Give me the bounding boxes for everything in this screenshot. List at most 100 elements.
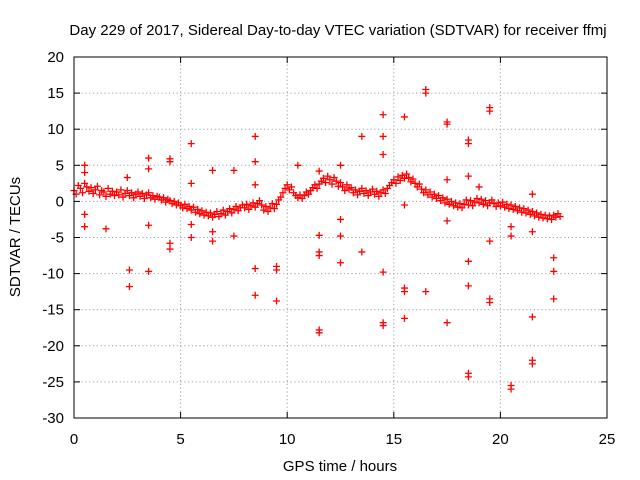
data-point bbox=[213, 208, 221, 216]
y-tick-label: -15 bbox=[42, 302, 64, 319]
data-point bbox=[443, 195, 451, 203]
data-point bbox=[123, 174, 131, 182]
data-point bbox=[548, 215, 556, 223]
y-tick-label: 10 bbox=[47, 121, 64, 138]
data-point bbox=[300, 192, 308, 200]
data-point bbox=[379, 268, 387, 276]
data-point bbox=[473, 195, 481, 203]
data-point bbox=[294, 161, 302, 169]
data-point bbox=[343, 181, 351, 189]
data-point bbox=[145, 165, 153, 173]
data-point bbox=[464, 282, 472, 290]
x-tick-label: 20 bbox=[492, 431, 509, 448]
data-point bbox=[287, 183, 295, 191]
data-point bbox=[273, 262, 281, 270]
data-point bbox=[403, 170, 411, 178]
data-point bbox=[251, 181, 259, 189]
data-point bbox=[496, 202, 504, 210]
data-point bbox=[422, 288, 430, 296]
data-point bbox=[330, 174, 338, 182]
data-point bbox=[149, 192, 157, 200]
y-tick-label: 15 bbox=[47, 85, 64, 102]
data-point bbox=[358, 184, 366, 192]
data-point bbox=[518, 208, 526, 216]
data-point bbox=[324, 172, 332, 180]
data-point bbox=[123, 187, 131, 195]
data-point bbox=[550, 267, 558, 275]
data-point bbox=[541, 211, 549, 219]
data-point bbox=[87, 184, 95, 192]
data-point bbox=[281, 184, 289, 192]
data-point bbox=[347, 184, 355, 192]
data-point bbox=[85, 187, 93, 195]
data-point bbox=[467, 197, 475, 205]
data-point bbox=[217, 210, 225, 218]
data-point bbox=[134, 188, 142, 196]
x-tick-label: 10 bbox=[279, 431, 296, 448]
data-point bbox=[319, 174, 327, 182]
data-point bbox=[251, 265, 259, 273]
y-tick-label: -5 bbox=[51, 230, 64, 247]
data-point bbox=[243, 200, 251, 208]
data-point bbox=[464, 140, 472, 148]
y-tick-label: -10 bbox=[42, 266, 64, 283]
data-point bbox=[379, 111, 387, 119]
y-tick-label: -20 bbox=[42, 338, 64, 355]
data-point bbox=[187, 234, 195, 241]
data-point bbox=[426, 188, 434, 196]
data-point bbox=[145, 189, 153, 197]
x-tick-label: 0 bbox=[70, 431, 78, 448]
data-point bbox=[520, 205, 528, 213]
data-point bbox=[96, 191, 104, 199]
data-point bbox=[296, 191, 304, 199]
data-point bbox=[379, 186, 387, 194]
data-point bbox=[556, 213, 564, 221]
data-point bbox=[379, 132, 387, 140]
data-point bbox=[328, 180, 336, 188]
data-point bbox=[464, 257, 472, 265]
data-point bbox=[486, 107, 494, 115]
data-point bbox=[379, 322, 387, 330]
data-point bbox=[409, 175, 417, 183]
data-point bbox=[187, 140, 195, 148]
data-point bbox=[166, 155, 174, 163]
data-point bbox=[194, 205, 202, 213]
data-point bbox=[189, 203, 197, 211]
data-point bbox=[140, 195, 148, 203]
data-point bbox=[283, 181, 291, 189]
data-point bbox=[198, 207, 206, 215]
data-point bbox=[537, 210, 545, 218]
data-point bbox=[400, 113, 408, 121]
data-point bbox=[411, 179, 419, 187]
data-point bbox=[456, 200, 464, 208]
data-point bbox=[93, 182, 101, 190]
data-point bbox=[209, 228, 217, 236]
data-point bbox=[475, 183, 483, 191]
data-point bbox=[81, 179, 89, 187]
data-point bbox=[339, 183, 347, 191]
data-point bbox=[400, 314, 408, 322]
data-point bbox=[405, 174, 413, 182]
data-point bbox=[219, 206, 227, 214]
data-point bbox=[315, 231, 323, 239]
data-point bbox=[273, 297, 281, 305]
data-point bbox=[334, 182, 342, 190]
data-point bbox=[179, 204, 187, 212]
data-point bbox=[277, 193, 285, 201]
data-point bbox=[251, 132, 259, 140]
data-point bbox=[166, 245, 174, 253]
data-point bbox=[251, 291, 259, 299]
data-point bbox=[460, 200, 468, 208]
data-point bbox=[390, 176, 398, 184]
data-point bbox=[528, 360, 536, 368]
data-point bbox=[422, 186, 430, 194]
data-point bbox=[251, 203, 259, 211]
data-point bbox=[422, 89, 430, 97]
data-point bbox=[439, 194, 447, 202]
data-point bbox=[381, 189, 389, 197]
data-point bbox=[469, 202, 477, 210]
data-point bbox=[230, 166, 238, 174]
data-point bbox=[89, 189, 97, 197]
data-point bbox=[245, 205, 253, 213]
